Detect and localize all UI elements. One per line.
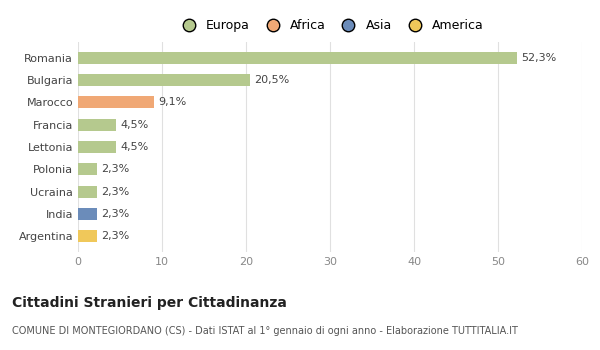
Text: 9,1%: 9,1% xyxy=(158,97,187,107)
Bar xyxy=(78,141,116,153)
Text: Cittadini Stranieri per Cittadinanza: Cittadini Stranieri per Cittadinanza xyxy=(12,296,287,310)
Bar xyxy=(78,230,97,243)
Bar xyxy=(78,208,97,220)
Text: 52,3%: 52,3% xyxy=(521,53,557,63)
Bar xyxy=(78,163,97,175)
Bar xyxy=(78,119,116,131)
Bar xyxy=(78,186,97,198)
Text: COMUNE DI MONTEGIORDANO (CS) - Dati ISTAT al 1° gennaio di ogni anno - Elaborazi: COMUNE DI MONTEGIORDANO (CS) - Dati ISTA… xyxy=(12,326,518,336)
Text: 4,5%: 4,5% xyxy=(120,142,148,152)
Text: 2,3%: 2,3% xyxy=(101,231,130,241)
Text: 2,3%: 2,3% xyxy=(101,187,130,197)
Bar xyxy=(78,74,250,86)
Text: 2,3%: 2,3% xyxy=(101,164,130,174)
Text: 2,3%: 2,3% xyxy=(101,209,130,219)
Bar xyxy=(78,51,517,64)
Bar xyxy=(78,96,154,108)
Legend: Europa, Africa, Asia, America: Europa, Africa, Asia, America xyxy=(173,17,487,35)
Text: 20,5%: 20,5% xyxy=(254,75,290,85)
Text: 4,5%: 4,5% xyxy=(120,120,148,130)
